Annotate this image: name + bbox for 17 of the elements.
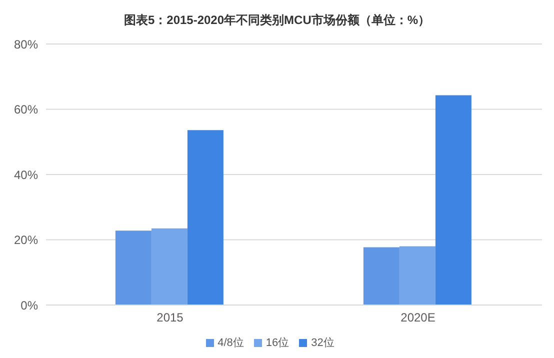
bar xyxy=(399,246,436,305)
legend-label: 32位 xyxy=(311,337,334,349)
legend-label: 16位 xyxy=(266,337,290,349)
x-tick-label: 2020E xyxy=(400,310,436,325)
x-tick-label: 2015 xyxy=(156,310,184,325)
bar xyxy=(435,95,472,305)
legend-label: 4/8位 xyxy=(218,337,244,349)
bar xyxy=(115,230,152,305)
y-tick-label: 60% xyxy=(14,102,38,117)
bar xyxy=(363,247,400,305)
bar xyxy=(151,228,188,305)
bar xyxy=(187,130,224,305)
y-tick-label: 40% xyxy=(14,168,38,182)
y-tick-label: 0% xyxy=(20,298,38,312)
y-tick-label: 20% xyxy=(14,233,38,248)
y-tick-label: 80% xyxy=(14,37,38,52)
chart-title: 图表5：2015-2020年不同类别MCU市场份额（单位：%） xyxy=(122,12,432,29)
